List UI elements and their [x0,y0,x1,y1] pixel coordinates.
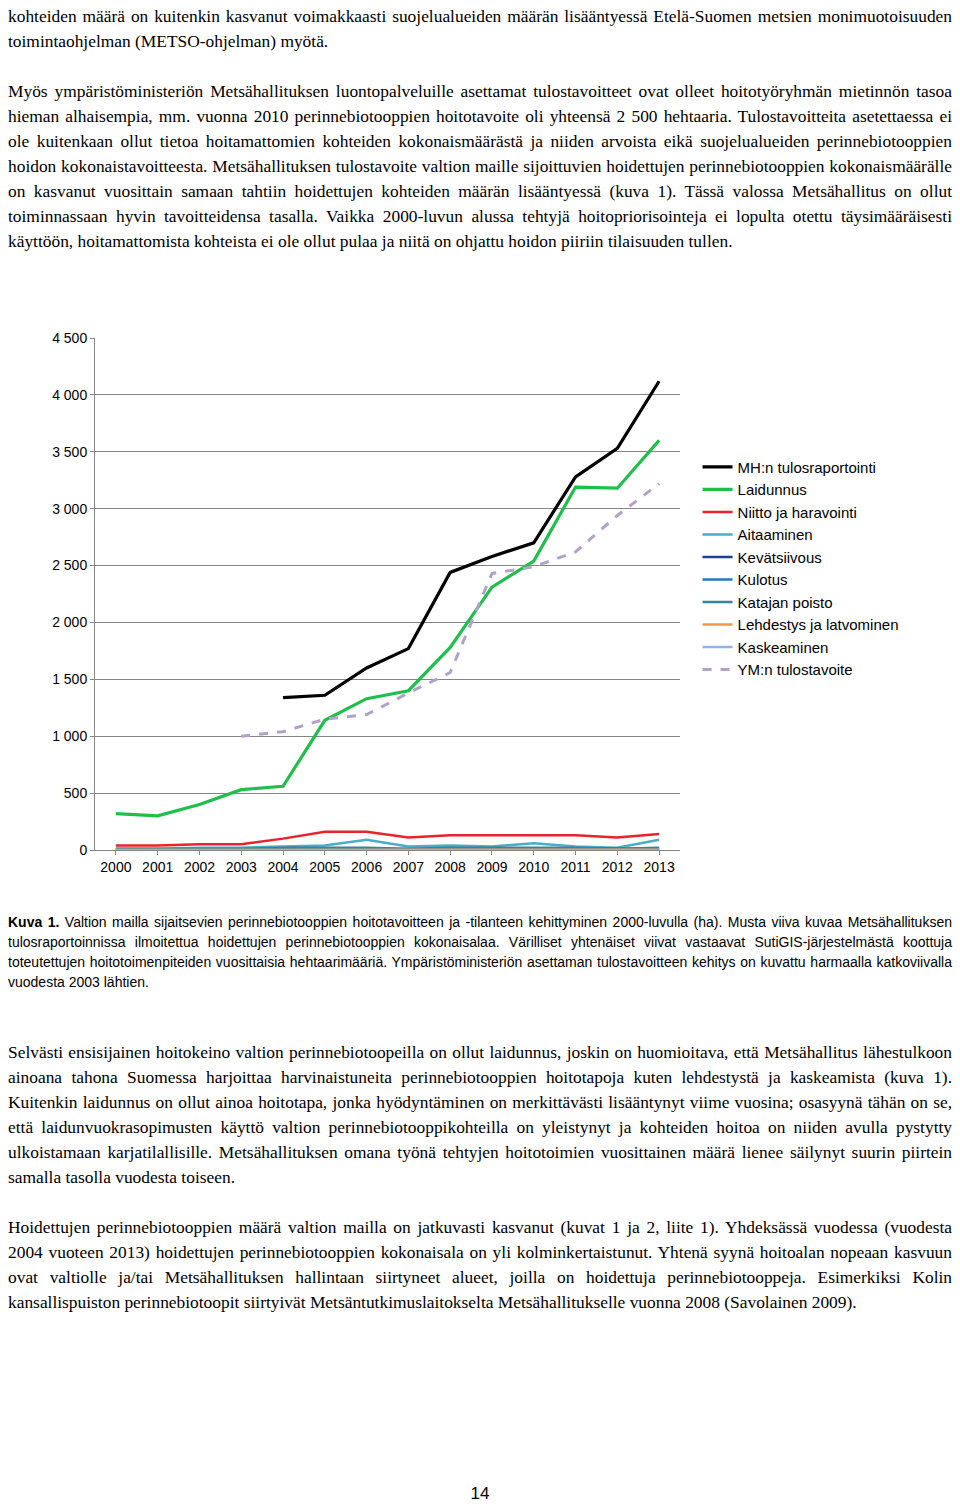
svg-text:YM:n tulostavoite: YM:n tulostavoite [738,661,853,678]
svg-text:2009: 2009 [476,859,507,875]
html-text:Kuva 1. Valtion mailla sijaits: Kuva 1. Valtion mailla sijaitsevien peri… [8,914,952,990]
svg-text:2002: 2002 [184,859,215,875]
html-text:kohteiden määrä on kuitenkin k: kohteiden määrä on kuitenkin kasvanut vo… [8,6,952,51]
svg-text:1 500: 1 500 [52,671,87,687]
svg-text:2000: 2000 [100,859,131,875]
svg-text:Laidunnus: Laidunnus [738,481,807,498]
svg-text:2007: 2007 [393,859,424,875]
svg-text:0: 0 [79,842,87,858]
svg-text:1 000: 1 000 [52,728,87,744]
svg-text:2004: 2004 [267,859,298,875]
svg-text:MH:n tulosraportointi: MH:n tulosraportointi [738,459,876,476]
svg-text:2 000: 2 000 [52,614,87,630]
svg-text:500: 500 [64,785,88,801]
svg-text:4 000: 4 000 [52,387,87,403]
svg-text:Aitaaminen: Aitaaminen [738,526,813,543]
svg-text:Katajan poisto: Katajan poisto [738,594,833,611]
svg-text:2011: 2011 [560,859,590,875]
svg-text:Kaskeaminen: Kaskeaminen [738,639,829,656]
html-text:Selvästi ensisijainen hoitokei: Selvästi ensisijainen hoitokeino valtion… [8,1042,952,1187]
svg-text:3 000: 3 000 [52,501,87,517]
svg-text:Kulotus: Kulotus [738,571,788,588]
html-text:14: 14 [470,1484,490,1503]
svg-text:2 500: 2 500 [52,557,87,573]
svg-text:2003: 2003 [226,859,257,875]
svg-text:2013: 2013 [644,859,675,875]
html-text:Myös ympäristöministeriön Mets: Myös ympäristöministeriön Metsähallituks… [8,81,952,251]
svg-text:Kevätsiivous: Kevätsiivous [738,549,822,566]
svg-text:2006: 2006 [351,859,382,875]
svg-text:2010: 2010 [518,859,549,875]
svg-text:2005: 2005 [309,859,340,875]
svg-text:2012: 2012 [602,859,633,875]
svg-text:4 500: 4 500 [52,330,87,346]
svg-text:Niitto ja haravointi: Niitto ja haravointi [738,504,857,521]
html-text:Hoidettujen perinnebiotooppien: Hoidettujen perinnebiotooppien määrä val… [8,1217,952,1312]
svg-text:3 500: 3 500 [52,444,87,460]
svg-text:Lehdestys ja latvominen: Lehdestys ja latvominen [738,616,899,633]
svg-text:2001: 2001 [142,859,173,875]
svg-text:2008: 2008 [435,859,466,875]
